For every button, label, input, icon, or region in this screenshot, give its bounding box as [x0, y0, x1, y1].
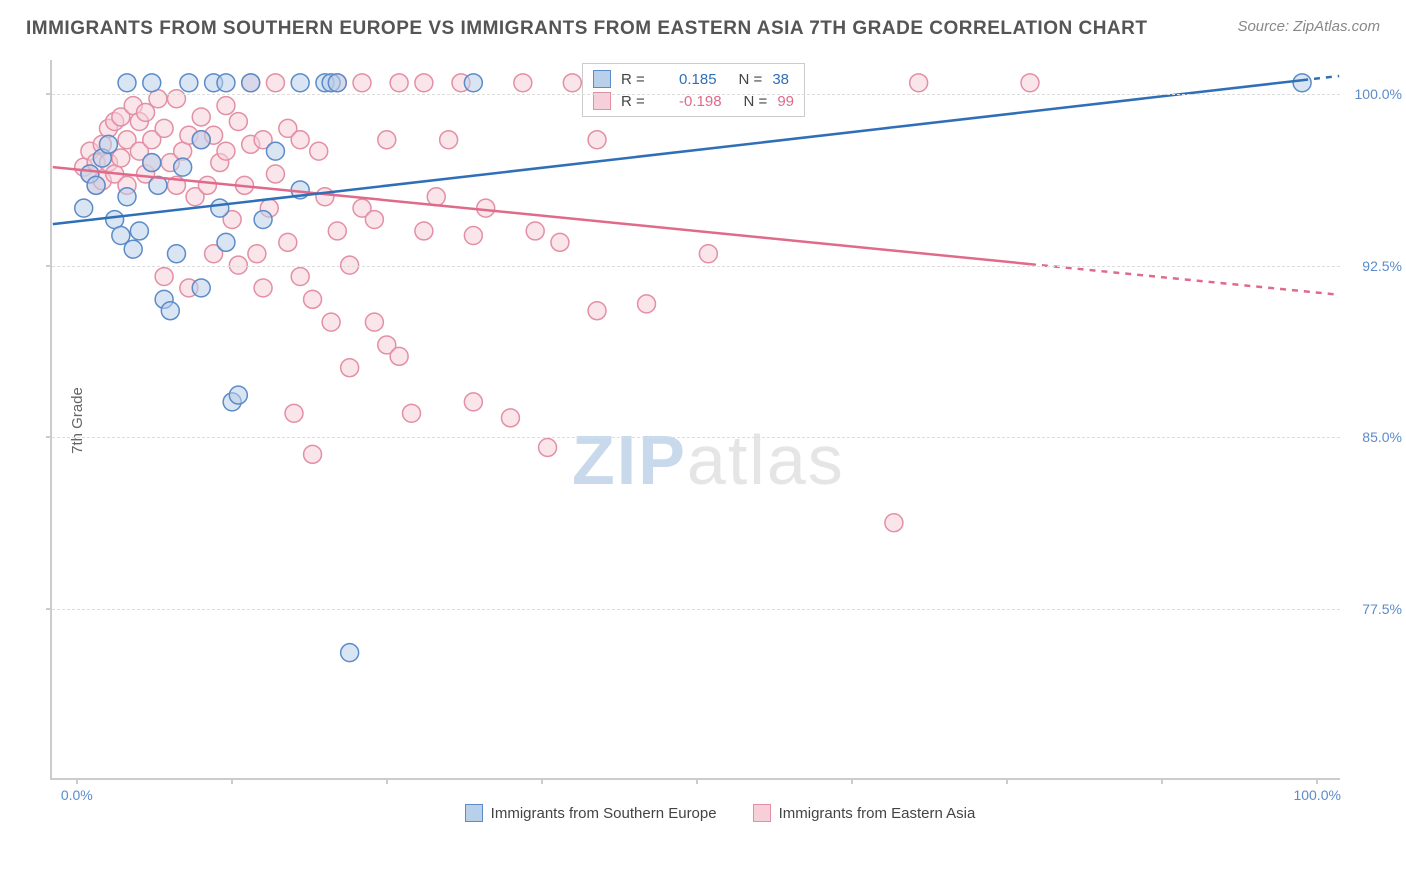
n-label: N =: [739, 71, 763, 88]
source-label: Source: ZipAtlas.com: [1237, 18, 1380, 35]
stats-box: R = 0.185 N = 38 R = -0.198 N = 99: [582, 63, 805, 117]
x-tick-mark: [231, 778, 233, 784]
plot-wrapper: 7th Grade ZIPatlas R = 0.185 N = 38 R = …: [50, 60, 1390, 830]
scatter-svg: [52, 60, 1340, 778]
x-tick-mark: [851, 778, 853, 784]
y-tick-label: 77.5%: [1362, 601, 1402, 617]
y-tick-mark: [46, 436, 52, 438]
legend-label-pink: Immigrants from Eastern Asia: [779, 805, 976, 822]
n-value-blue: 38: [772, 71, 789, 88]
y-tick-label: 85.0%: [1362, 429, 1402, 445]
grid-line: [52, 94, 1340, 95]
chart-title: IMMIGRANTS FROM SOUTHERN EUROPE VS IMMIG…: [26, 18, 1147, 40]
x-tick-label: 100.0%: [1293, 787, 1340, 803]
grid-line: [52, 609, 1340, 610]
x-tick-mark: [1006, 778, 1008, 784]
r-label: R =: [621, 71, 669, 88]
swatch-pink-icon: [753, 804, 771, 822]
x-tick-mark: [1316, 778, 1318, 784]
swatch-blue-icon: [465, 804, 483, 822]
x-tick-mark: [386, 778, 388, 784]
y-tick-mark: [46, 93, 52, 95]
bottom-legend: Immigrants from Southern Europe Immigran…: [50, 804, 1390, 822]
y-tick-mark: [46, 608, 52, 610]
stats-row-blue: R = 0.185 N = 38: [593, 68, 794, 90]
grid-line: [52, 266, 1340, 267]
x-tick-mark: [696, 778, 698, 784]
r-value-blue: 0.185: [679, 71, 717, 88]
plot-area: ZIPatlas R = 0.185 N = 38 R = -0.198 N =…: [50, 60, 1340, 780]
y-tick-label: 92.5%: [1362, 258, 1402, 274]
legend-item-pink: Immigrants from Eastern Asia: [753, 804, 976, 822]
legend-item-blue: Immigrants from Southern Europe: [465, 804, 717, 822]
y-tick-mark: [46, 265, 52, 267]
x-tick-mark: [76, 778, 78, 784]
grid-line: [52, 437, 1340, 438]
x-tick-mark: [1161, 778, 1163, 784]
legend-label-blue: Immigrants from Southern Europe: [491, 805, 717, 822]
swatch-blue-icon: [593, 70, 611, 88]
x-tick-label: 0.0%: [61, 787, 93, 803]
x-tick-mark: [541, 778, 543, 784]
y-tick-label: 100.0%: [1355, 86, 1402, 102]
